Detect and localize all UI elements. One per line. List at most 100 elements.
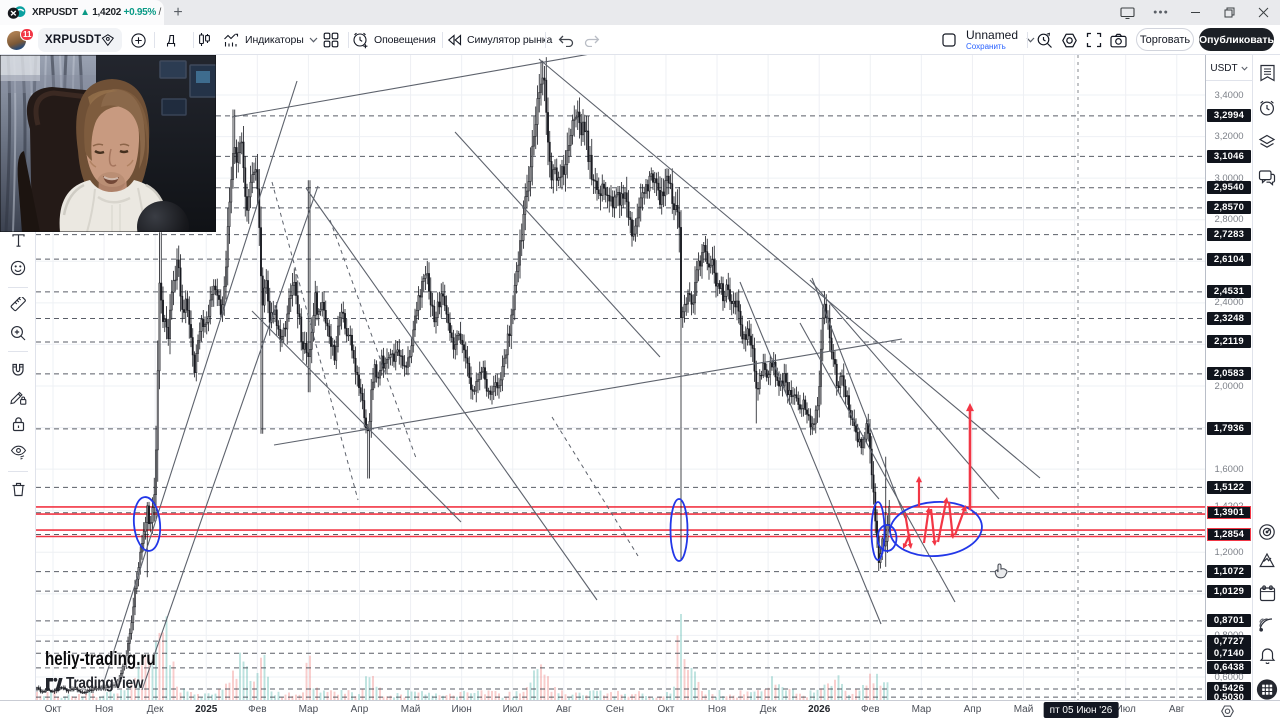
- tradingview-watermark-label: TradingView: [66, 675, 144, 692]
- chat-button[interactable]: [1256, 166, 1278, 188]
- interval-button[interactable]: Д: [166, 33, 176, 47]
- symbol-search-button[interactable]: XRPUSDT: [38, 28, 122, 52]
- new-tab-button[interactable]: +: [173, 4, 183, 21]
- price-axis-label: 2,8000: [1214, 214, 1244, 226]
- emoji-tool-button[interactable]: [7, 257, 29, 279]
- time-axis-label: Июн: [451, 704, 472, 715]
- toolbar-divider: [545, 32, 546, 48]
- trend-lines: [100, 55, 1041, 692]
- time-axis-label: Дек: [146, 704, 164, 715]
- candles: [36, 57, 891, 695]
- scripts-button[interactable]: [1256, 549, 1278, 571]
- time-axis-label: Авг: [555, 704, 572, 715]
- time-axis-label: Окт: [657, 704, 675, 715]
- webcam-microphone: [137, 201, 189, 232]
- indicators-label: Индикаторы: [245, 34, 304, 46]
- price-level-badge: 2,6104: [1207, 252, 1251, 266]
- redo-button[interactable]: [584, 25, 600, 55]
- layout-select-icon[interactable]: [942, 33, 956, 47]
- price-level-badge: 2,7283: [1207, 228, 1251, 242]
- drawing-mode-tool-button[interactable]: [7, 386, 29, 408]
- hand-cursor-icon: [994, 563, 1008, 579]
- toolbar-divider: [442, 32, 443, 48]
- remove-drawings-tool-button[interactable]: [7, 478, 29, 500]
- browser-tab[interactable]: XRPUSDT ▲ 1,4202 +0.95% / Unn: [0, 0, 164, 25]
- time-axis-label: Май: [1013, 704, 1034, 715]
- price-axis[interactable]: USDT 3,4000 3,2994 3,2000 3,1046 3,0000 2,954…: [1205, 55, 1252, 700]
- tab-change: +0.95%: [123, 7, 157, 18]
- tab-suffix: Unn: [163, 7, 164, 18]
- indicators-button[interactable]: Индикаторы: [223, 25, 318, 55]
- price-level-badge: 2,9540: [1207, 181, 1251, 195]
- publish-button[interactable]: Опубликовать: [1199, 28, 1274, 51]
- zoom-tool-button[interactable]: [7, 322, 29, 344]
- price-axis-label: 0,6000: [1214, 671, 1244, 683]
- alerts-panel-button[interactable]: [1256, 97, 1278, 119]
- time-axis-label: Авг: [1168, 704, 1185, 715]
- notification-badge[interactable]: 11: [20, 28, 35, 41]
- layout-name-label: Unnamed: [966, 28, 1019, 42]
- highlight-ellipses: [132, 496, 983, 562]
- time-axis-label: Ноя: [707, 704, 727, 715]
- symbol-eye-icon: [101, 34, 115, 47]
- layout-grid-button[interactable]: [323, 25, 339, 55]
- price-level-badge: 1,2854: [1207, 528, 1251, 542]
- minimize-button[interactable]: [1178, 0, 1212, 25]
- calendar-button[interactable]: [1256, 582, 1278, 604]
- watchlist-button[interactable]: [1256, 62, 1278, 84]
- toolbar-divider: [348, 32, 349, 48]
- price-level-badge: 2,8570: [1207, 201, 1251, 215]
- gear-icon: [1062, 33, 1077, 47]
- close-button[interactable]: [1246, 0, 1280, 25]
- chevron-down-icon: [309, 37, 318, 43]
- layout-name-button[interactable]: Unnamed Сохранить: [966, 29, 1018, 51]
- restore-button[interactable]: [1212, 0, 1246, 25]
- measure-tool-button[interactable]: [7, 294, 29, 316]
- save-layout-link[interactable]: Сохранить: [966, 42, 1006, 51]
- ideas-stream-button[interactable]: [1256, 614, 1278, 636]
- settings-button[interactable]: [1061, 25, 1078, 55]
- time-axis-label: Апр: [963, 704, 982, 715]
- time-axis-label: Июл: [1115, 704, 1136, 715]
- price-chart-svg: [36, 55, 1205, 700]
- cast-icon[interactable]: [1110, 0, 1144, 25]
- undo-icon: [558, 35, 574, 47]
- webcam-wall-art: [159, 60, 216, 116]
- alerts-button[interactable]: Оповещения: [352, 25, 436, 55]
- magnet-tool-button[interactable]: [7, 358, 29, 380]
- price-axis-currency[interactable]: USDT: [1206, 57, 1252, 81]
- hide-drawings-tool-button[interactable]: [7, 441, 29, 463]
- price-level-badge: 2,0583: [1207, 367, 1251, 381]
- compare-button[interactable]: [131, 25, 146, 55]
- price-levels: [36, 115, 1205, 698]
- time-axis-label: Сен: [605, 704, 625, 715]
- snapshot-button[interactable]: [1110, 25, 1127, 55]
- price-level-badge: 2,2119: [1207, 335, 1251, 349]
- window-controls: ●●●: [1110, 0, 1280, 25]
- trade-button[interactable]: Торговать: [1136, 28, 1194, 51]
- object-tree-button[interactable]: [1256, 131, 1278, 153]
- community-globe-button[interactable]: [1256, 678, 1278, 700]
- undo-button[interactable]: [558, 25, 574, 55]
- notifications-bell-button[interactable]: [1256, 644, 1278, 666]
- chevron-down-icon[interactable]: [1026, 37, 1035, 43]
- alert-clock-plus-icon: [353, 32, 368, 48]
- market-simulator-button[interactable]: Симулятор рынка: [447, 25, 552, 55]
- price-level-badge: 1,0129: [1207, 584, 1251, 598]
- favicon-xrp-icon: [7, 6, 26, 19]
- price-level-badge: 0,7140: [1207, 646, 1251, 660]
- hotlists-button[interactable]: [1256, 521, 1278, 543]
- time-axis[interactable]: Окт Ноя Дек 2025 Фев Мар Апр Май Июн Июл Авг Сен Окт…: [0, 700, 1280, 720]
- quick-search-button[interactable]: [1036, 25, 1053, 55]
- time-axis-label: Май: [400, 704, 421, 715]
- axis-settings-gear-icon[interactable]: [1219, 703, 1236, 720]
- browser-menu-icon[interactable]: ●●●: [1153, 9, 1169, 16]
- search-clock-icon: [1037, 32, 1052, 48]
- chart-grid: [36, 55, 1205, 700]
- time-axis-label: 2025: [195, 704, 218, 715]
- chart-type-button[interactable]: [197, 25, 212, 55]
- lock-tool-button[interactable]: [7, 413, 29, 435]
- text-tool-button[interactable]: [7, 229, 29, 251]
- fullscreen-button[interactable]: [1086, 25, 1102, 55]
- chart-canvas[interactable]: heliy-trading.ru TradingView: [36, 55, 1205, 700]
